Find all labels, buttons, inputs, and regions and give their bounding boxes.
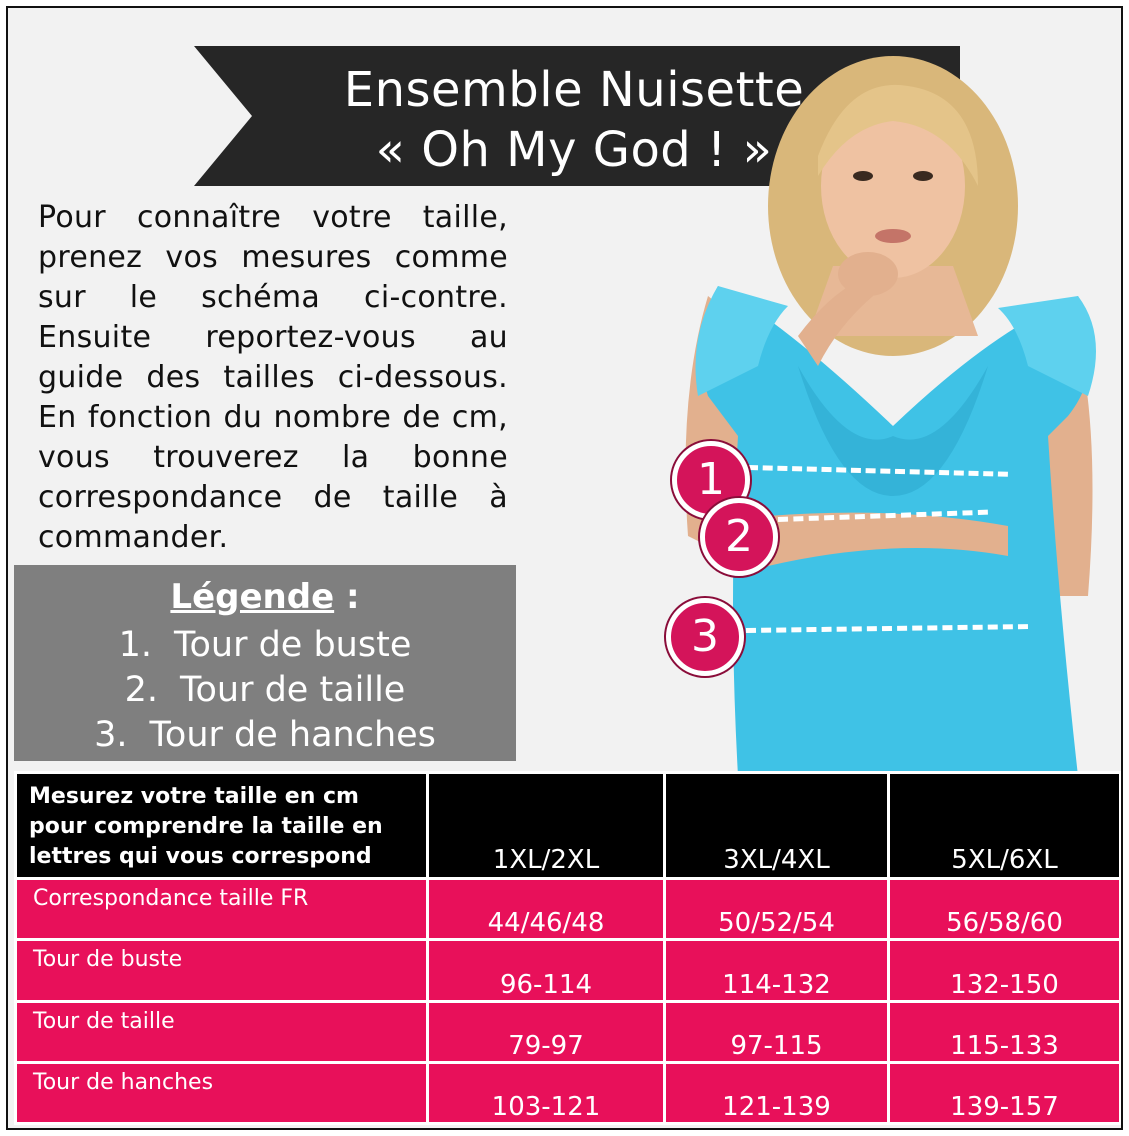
title-line-2: « Oh My God ! »: [375, 122, 773, 178]
table-cell: 114-132: [663, 938, 890, 1003]
size-column-header: 1XL/2XL: [426, 771, 666, 880]
table-cell: 79-97: [426, 999, 666, 1064]
row-label: Tour de buste: [14, 938, 429, 1003]
table-header-label: Mesurez votre taille en cm pour comprend…: [14, 771, 429, 880]
legend-title-colon: :: [334, 577, 360, 617]
title-line-1: Ensemble Nuisette: [343, 62, 805, 118]
legend-item-hips: 3. Tour de hanches: [14, 713, 516, 757]
model-photo: [648, 36, 1118, 776]
table-cell: 44/46/48: [426, 876, 666, 942]
size-table: Mesurez votre taille en cm pour comprend…: [14, 771, 1121, 1126]
legend-item-label: Tour de buste: [174, 625, 412, 665]
table-row: Tour de buste 96-114 114-132 132-150: [14, 938, 1121, 1003]
table-row: Tour de taille 79-97 97-115 115-133: [14, 999, 1121, 1064]
table-cell: 56/58/60: [887, 876, 1121, 942]
table-row: Correspondance taille FR 44/46/48 50/52/…: [14, 876, 1121, 942]
legend-title-text: Légende: [170, 577, 335, 617]
table-cell: 50/52/54: [663, 876, 890, 942]
row-label: Correspondance taille FR: [14, 876, 429, 942]
marker-waist: 2: [700, 498, 778, 576]
legend-item-waist: 2. Tour de taille: [14, 668, 516, 712]
table-cell: 115-133: [887, 999, 1121, 1064]
table-cell: 97-115: [663, 999, 890, 1064]
legend-item-number: 2.: [124, 670, 159, 710]
table-cell: 139-157: [887, 1060, 1121, 1126]
intro-text: Pour connaître votre taille, prenez vos …: [38, 200, 508, 555]
legend-title: Légende :: [14, 577, 516, 617]
title-banner: Ensemble Nuisette « Oh My God ! »: [194, 46, 960, 186]
marker-hips: 3: [666, 598, 744, 676]
banner-ribbon-shape: [194, 46, 960, 186]
legend-box: Légende : 1. Tour de buste 2. Tour de tail…: [14, 565, 516, 761]
table-row: Tour de hanches 103-121 121-139 139-157: [14, 1060, 1121, 1126]
row-label: Tour de hanches: [14, 1060, 429, 1126]
legend-item-number: 3.: [94, 715, 128, 755]
table-cell: 96-114: [426, 938, 666, 1003]
size-column-header: 5XL/6XL: [887, 771, 1121, 880]
table-cell: 132-150: [887, 938, 1121, 1003]
legend-item-bust: 1. Tour de buste: [14, 623, 516, 667]
table-cell: 103-121: [426, 1060, 666, 1126]
table-cell: 121-139: [663, 1060, 890, 1126]
model-illustration: [685, 56, 1096, 776]
size-guide-card: Ensemble Nuisette « Oh My God ! » Pour c…: [6, 6, 1123, 1130]
row-label: Tour de taille: [14, 999, 429, 1064]
legend-item-label: Tour de taille: [180, 670, 406, 710]
legend-item-label: Tour de hanches: [149, 715, 436, 755]
table-header-row: Mesurez votre taille en cm pour comprend…: [14, 771, 1121, 880]
size-column-header: 3XL/4XL: [663, 771, 890, 880]
legend-item-number: 1.: [118, 625, 153, 665]
